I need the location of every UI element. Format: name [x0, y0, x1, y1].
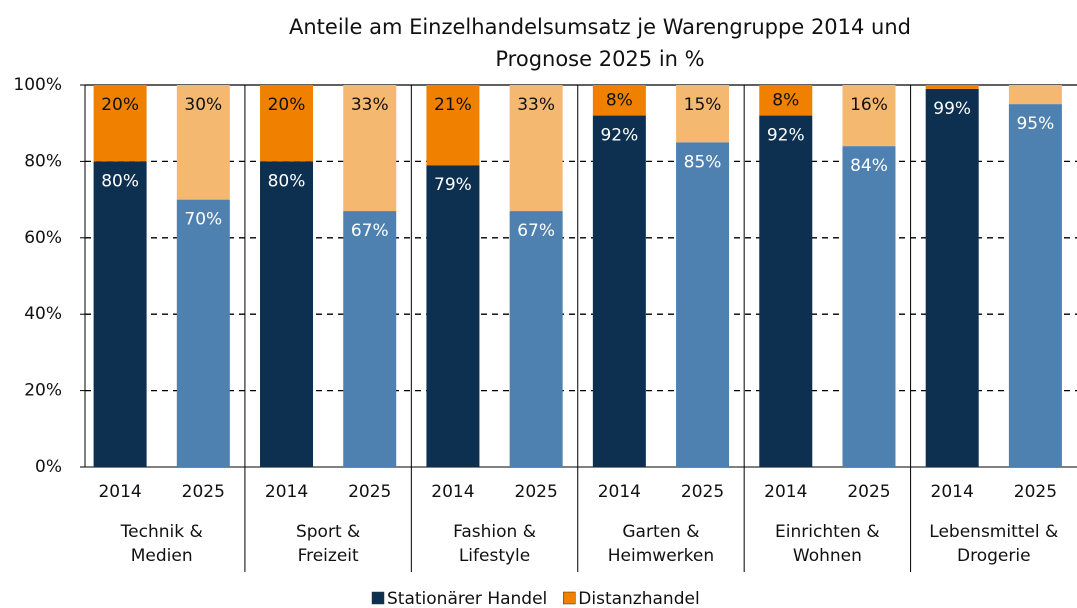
x-tick-label: 2014 — [764, 482, 807, 502]
group-label: Medien — [131, 546, 193, 566]
legend-label: Stationärer Handel — [387, 589, 547, 608]
group-label: Einrichten & — [775, 522, 880, 542]
data-label: 20% — [268, 95, 306, 115]
x-tick-label: 2014 — [931, 482, 974, 502]
data-label: 85% — [684, 152, 722, 172]
bar-segment — [509, 85, 563, 212]
bar-segment — [93, 85, 147, 162]
y-tick-label: 0% — [35, 457, 62, 477]
data-label: 21% — [434, 95, 472, 115]
bar-segment — [676, 142, 730, 468]
x-tick-label: 2025 — [1014, 482, 1057, 502]
bar-segment — [842, 146, 896, 467]
group-label: Heimwerken — [608, 546, 714, 566]
group-label: Drogerie — [957, 546, 1031, 566]
data-label: 84% — [850, 156, 888, 176]
data-label: 99% — [933, 99, 971, 119]
bar-segment — [676, 85, 730, 143]
data-label: 67% — [351, 221, 389, 241]
bar-segment — [592, 85, 646, 116]
legend-swatch — [563, 591, 576, 605]
group-label: Sport & — [296, 522, 360, 542]
bar-segment — [343, 85, 397, 212]
bar-segment — [426, 85, 480, 166]
y-tick-label: 40% — [24, 304, 62, 324]
y-tick-label: 20% — [24, 381, 62, 401]
data-label: 92% — [767, 126, 805, 146]
legend-swatch — [371, 591, 385, 605]
data-label: 80% — [101, 171, 139, 191]
group-label: Technik & — [120, 522, 203, 542]
chart-title: Prognose 2025 in % — [495, 47, 704, 71]
data-label: 67% — [517, 221, 555, 241]
group-label: Garten & — [622, 522, 699, 542]
data-label: 33% — [517, 95, 555, 115]
bar-segment — [925, 88, 979, 467]
chart-title: Anteile am Einzelhandelsumsatz je Wareng… — [289, 15, 911, 39]
y-tick-label: 60% — [24, 228, 62, 248]
x-tick-label: 2025 — [348, 482, 391, 502]
group-label: Freizeit — [298, 546, 359, 566]
legend-label: Distanzhandel — [578, 589, 699, 608]
bar-segment — [759, 115, 813, 467]
bar-segment — [93, 161, 147, 467]
data-label: 92% — [600, 126, 638, 146]
bar-segment — [1008, 104, 1062, 467]
bar-segment — [260, 161, 314, 467]
bar-segment — [343, 211, 397, 467]
data-label: 33% — [351, 95, 389, 115]
bar-segment — [759, 85, 813, 116]
data-label: 16% — [850, 95, 888, 115]
bar-segment — [842, 85, 896, 147]
bar-segment — [925, 85, 979, 89]
group-label: Lebensmittel & — [929, 522, 1058, 542]
x-tick-label: 2014 — [431, 482, 474, 502]
bar-segment — [260, 85, 314, 162]
data-label: 95% — [1016, 114, 1054, 134]
bar-segment — [592, 115, 646, 467]
bar-segment — [426, 165, 480, 467]
group-label: Wohnen — [793, 546, 862, 566]
data-label: 79% — [434, 175, 472, 195]
x-tick-label: 2014 — [98, 482, 141, 502]
x-tick-label: 2025 — [847, 482, 890, 502]
data-label: 80% — [268, 171, 306, 191]
y-tick-label: 80% — [24, 151, 62, 171]
x-tick-label: 2025 — [182, 482, 225, 502]
bar-segment — [1008, 85, 1062, 105]
y-tick-label: 100% — [13, 75, 62, 95]
bar-segment — [509, 211, 563, 467]
bar-segment — [176, 85, 230, 200]
x-tick-label: 2025 — [681, 482, 724, 502]
data-label: 20% — [101, 95, 139, 115]
bar-segment — [176, 199, 230, 467]
group-label: Fashion & — [453, 522, 536, 542]
data-label: 70% — [184, 210, 222, 230]
x-tick-label: 2014 — [265, 482, 308, 502]
data-label: 8% — [606, 90, 633, 110]
data-label: 30% — [184, 95, 222, 115]
data-label: 8% — [772, 90, 799, 110]
x-tick-label: 2025 — [515, 482, 558, 502]
group-label: Lifestyle — [459, 546, 530, 566]
data-label: 15% — [684, 95, 722, 115]
x-tick-label: 2014 — [598, 482, 641, 502]
